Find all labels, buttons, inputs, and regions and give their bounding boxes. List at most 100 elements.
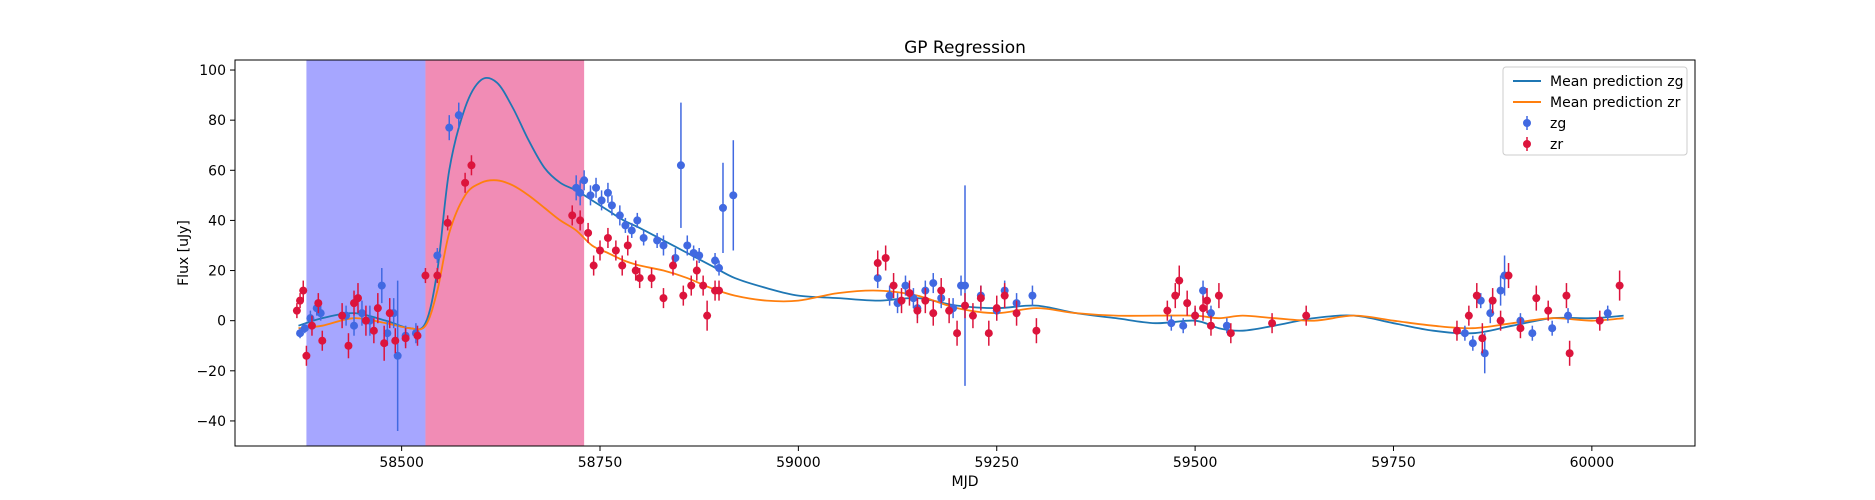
data-point-zr bbox=[380, 325, 389, 361]
data-point-zr bbox=[589, 255, 598, 276]
data-point-zg bbox=[695, 247, 704, 264]
x-tick-label: 59250 bbox=[974, 455, 1019, 471]
data-point-zr bbox=[1464, 305, 1473, 326]
data-point-zg bbox=[715, 260, 724, 276]
data-point-zg bbox=[627, 222, 636, 238]
legend-entry-point: zr bbox=[1523, 137, 1563, 153]
data-point-zr bbox=[611, 240, 620, 261]
data-point-zg bbox=[445, 115, 454, 141]
data-point-zr bbox=[1488, 288, 1497, 314]
data-point-zr bbox=[1199, 295, 1208, 321]
data-point-zg bbox=[300, 323, 309, 334]
data-point-zg bbox=[296, 328, 305, 339]
x-tick-label: 58500 bbox=[379, 455, 424, 471]
y-tick-label: 100 bbox=[199, 63, 226, 79]
y-tick-label: 40 bbox=[208, 213, 226, 229]
legend-box bbox=[1502, 66, 1688, 156]
data-point-zr bbox=[302, 345, 311, 366]
data-point-zr bbox=[1565, 340, 1574, 366]
data-point-zr bbox=[603, 227, 612, 248]
data-point-zr bbox=[461, 172, 470, 193]
data-point-zg bbox=[393, 280, 402, 431]
data-point-zr bbox=[299, 280, 308, 301]
data-point-zr bbox=[307, 315, 316, 336]
data-point-zr bbox=[1175, 265, 1184, 296]
data-point-zg bbox=[350, 315, 359, 336]
data-point-zr bbox=[889, 273, 898, 299]
data-point-zr bbox=[618, 255, 627, 276]
data-point-zr bbox=[1191, 305, 1200, 326]
data-point-zg bbox=[607, 195, 616, 216]
data-point-zr bbox=[1544, 300, 1553, 321]
observation-points bbox=[292, 102, 1624, 431]
data-point-zr bbox=[631, 260, 640, 281]
data-point-zr bbox=[1615, 270, 1624, 301]
shaded-regions bbox=[306, 60, 585, 446]
data-point-zg bbox=[633, 212, 642, 228]
legend-label: Mean prediction zr bbox=[1550, 95, 1681, 111]
y-tick-label: −40 bbox=[196, 414, 226, 430]
data-point-zg bbox=[615, 205, 624, 226]
shaded-region-1 bbox=[306, 60, 426, 446]
data-point-zr bbox=[1562, 283, 1571, 309]
data-point-zr bbox=[314, 293, 323, 314]
data-point-zg bbox=[1028, 285, 1037, 306]
legend-entry-line: Mean prediction zg bbox=[1513, 74, 1684, 90]
data-point-zr bbox=[715, 280, 724, 301]
data-point-zg bbox=[454, 102, 463, 128]
data-point-zr bbox=[984, 320, 993, 346]
legend-label: zg bbox=[1550, 116, 1566, 132]
data-point-zg bbox=[1460, 325, 1469, 341]
mean-line-zg bbox=[298, 76, 1624, 335]
data-point-zr bbox=[687, 275, 696, 296]
data-point-zr bbox=[669, 255, 677, 276]
data-point-zg bbox=[961, 185, 969, 386]
data-point-zg bbox=[1528, 325, 1537, 341]
y-axis-label: Flux [uJy] bbox=[176, 220, 192, 286]
data-point-zr bbox=[1472, 283, 1481, 309]
data-point-zg bbox=[1468, 335, 1477, 351]
x-axis-label: MJD bbox=[952, 474, 979, 490]
data-point-zr bbox=[391, 328, 400, 354]
y-tick-label: 20 bbox=[208, 264, 226, 280]
data-point-zr bbox=[992, 295, 1001, 321]
legend: Mean prediction zg Mean prediction zr zg zr bbox=[1502, 66, 1688, 156]
data-point-zg bbox=[711, 253, 720, 269]
data-point-zg bbox=[576, 180, 585, 206]
data-point-zr bbox=[913, 298, 922, 324]
data-point-zr bbox=[413, 325, 422, 346]
data-point-zr bbox=[945, 298, 954, 324]
data-point-zr bbox=[881, 245, 890, 271]
data-point-zr bbox=[623, 235, 632, 256]
data-point-zr bbox=[421, 268, 430, 284]
mean-prediction-lines bbox=[298, 76, 1624, 335]
data-point-zr bbox=[635, 268, 644, 289]
data-point-zr bbox=[953, 320, 962, 346]
data-point-zr bbox=[897, 288, 906, 314]
data-point-zr bbox=[961, 293, 969, 319]
data-point-zg bbox=[1167, 315, 1176, 331]
data-point-zr bbox=[929, 300, 938, 326]
chart-title: GP Regression bbox=[904, 38, 1026, 58]
legend-label: zr bbox=[1550, 137, 1563, 153]
data-point-zg bbox=[586, 185, 595, 206]
data-point-zr bbox=[1203, 288, 1212, 314]
data-point-zr bbox=[659, 288, 668, 309]
data-point-zg bbox=[639, 230, 648, 246]
data-point-zr bbox=[318, 330, 327, 351]
data-point-zr bbox=[1032, 318, 1041, 344]
data-point-zr bbox=[568, 205, 577, 226]
data-point-zr bbox=[401, 328, 410, 349]
data-point-zr bbox=[1478, 323, 1487, 354]
data-point-zr bbox=[1452, 320, 1461, 341]
data-point-zg bbox=[377, 268, 386, 304]
data-point-zg bbox=[718, 162, 727, 253]
data-point-zr bbox=[596, 240, 604, 261]
data-point-zr bbox=[338, 303, 347, 329]
x-tick-label: 59500 bbox=[1173, 455, 1218, 471]
x-tick-label: 59750 bbox=[1371, 455, 1416, 471]
mean-line-zr bbox=[298, 179, 1624, 331]
data-point-zr bbox=[905, 280, 914, 306]
x-axis-ticks: 58500 58750 59000 59250 59500 59750 60000 bbox=[379, 446, 1614, 471]
